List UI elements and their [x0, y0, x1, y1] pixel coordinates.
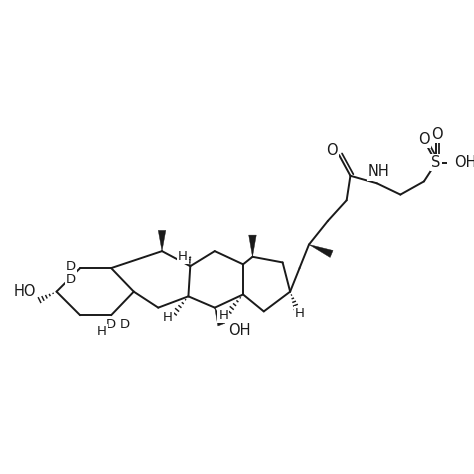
Polygon shape — [309, 245, 333, 257]
Text: O: O — [418, 131, 430, 146]
Text: H: H — [97, 325, 107, 337]
Text: H: H — [178, 250, 188, 263]
Text: S: S — [431, 155, 441, 170]
Polygon shape — [249, 235, 256, 257]
Text: D: D — [106, 318, 116, 331]
Text: O: O — [326, 143, 337, 158]
Text: D: D — [65, 273, 76, 286]
Text: O: O — [431, 127, 443, 142]
Text: NH: NH — [368, 164, 390, 180]
Text: OH: OH — [454, 155, 474, 170]
Text: OH: OH — [228, 323, 250, 338]
Text: H: H — [219, 309, 228, 322]
Text: H: H — [163, 310, 173, 324]
Text: HO: HO — [13, 284, 36, 299]
Text: D: D — [65, 260, 76, 273]
Text: H: H — [295, 307, 304, 320]
Polygon shape — [158, 230, 166, 251]
Text: D: D — [119, 318, 129, 331]
Polygon shape — [215, 308, 225, 326]
